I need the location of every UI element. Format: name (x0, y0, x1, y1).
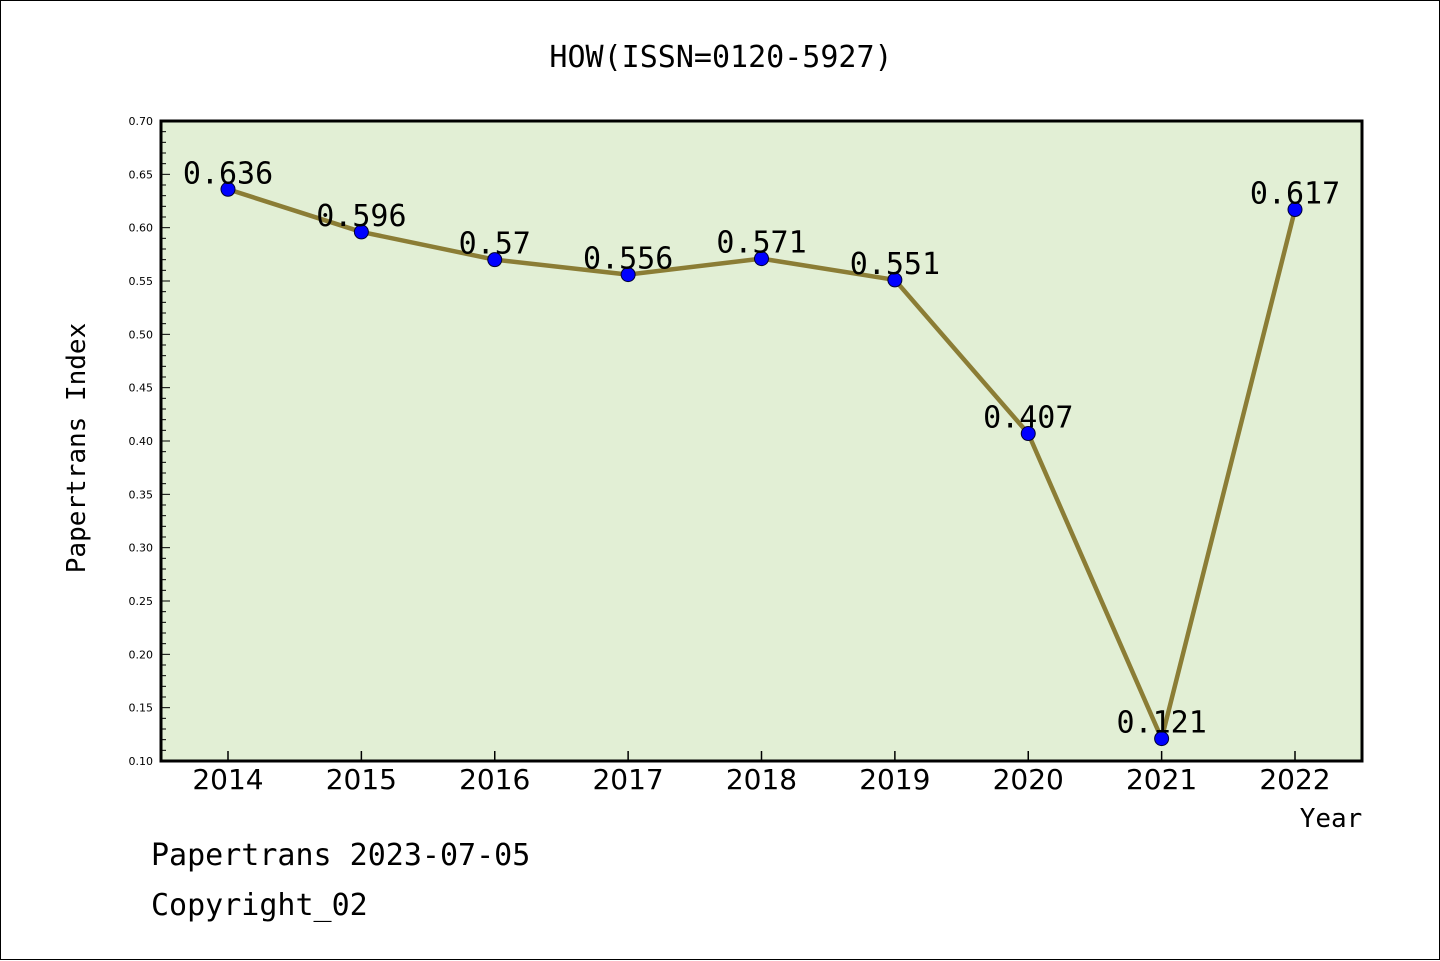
y-tick-label: 0.45 (129, 382, 154, 395)
x-tick-label: 2019 (859, 763, 930, 796)
data-point (487, 252, 503, 268)
y-tick-label: 0.35 (129, 488, 154, 501)
data-label: 0.407 (983, 401, 1073, 436)
x-axis-label: Year (1300, 804, 1363, 834)
y-tick-label: 0.50 (129, 328, 154, 341)
data-point (754, 251, 769, 267)
data-point (620, 267, 636, 283)
y-tick-label: 0.60 (129, 222, 154, 235)
y-tick-label: 0.20 (129, 648, 154, 661)
data-point (1287, 202, 1303, 218)
x-axis: 2014 2015 2016 2017 2018 2019 2020 2021 2022 (192, 751, 1331, 796)
y-tick-label: 0.30 (129, 542, 154, 555)
y-axis: 0.10 0.15 0.20 0.25 0.30 0.35 0.40 0.45 0.50 0.55… (129, 115, 170, 768)
chart-title: HOW(ISSN=0120-5927) (549, 40, 892, 75)
x-tick-label: 2016 (459, 763, 530, 796)
y-axis-label: Papertrans Index (62, 323, 92, 573)
data-label: 0.596 (316, 199, 406, 234)
data-point (353, 224, 369, 240)
data-point (887, 272, 903, 288)
y-tick-label: 0.70 (129, 115, 154, 128)
data-label: 0.121 (1116, 706, 1206, 741)
y-tick-label: 0.40 (129, 435, 154, 448)
data-labels: 0.636 0.596 0.57 0.556 0.571 0.551 0.407 0.121 0… (183, 156, 1340, 740)
data-point (220, 181, 236, 197)
data-label: 0.636 (183, 156, 273, 191)
y-tick-label: 0.55 (129, 275, 154, 288)
x-tick-label: 2022 (1259, 763, 1330, 796)
data-label: 0.57 (459, 227, 531, 262)
data-label: 0.556 (583, 242, 673, 277)
footer-date: Papertrans 2023-07-05 (151, 838, 530, 873)
x-tick-label: 2014 (192, 763, 263, 796)
x-tick-label: 2020 (993, 763, 1064, 796)
data-label: 0.617 (1250, 177, 1340, 212)
series-markers (220, 181, 1303, 747)
footer-copyright: Copyright_02 (151, 888, 368, 923)
data-label: 0.551 (850, 247, 940, 282)
data-label: 0.571 (716, 226, 806, 261)
data-point (1020, 426, 1036, 442)
y-tick-label: 0.25 (129, 595, 154, 608)
x-tick-label: 2021 (1126, 763, 1197, 796)
y-tick-label: 0.10 (129, 755, 154, 768)
x-tick-label: 2017 (592, 763, 663, 796)
y-tick-label: 0.15 (129, 702, 154, 715)
x-tick-label: 2015 (326, 763, 397, 796)
y-tick-label: 0.65 (129, 168, 154, 181)
data-point (1154, 731, 1170, 747)
plot-border (159, 119, 1364, 763)
x-tick-label: 2018 (726, 763, 797, 796)
